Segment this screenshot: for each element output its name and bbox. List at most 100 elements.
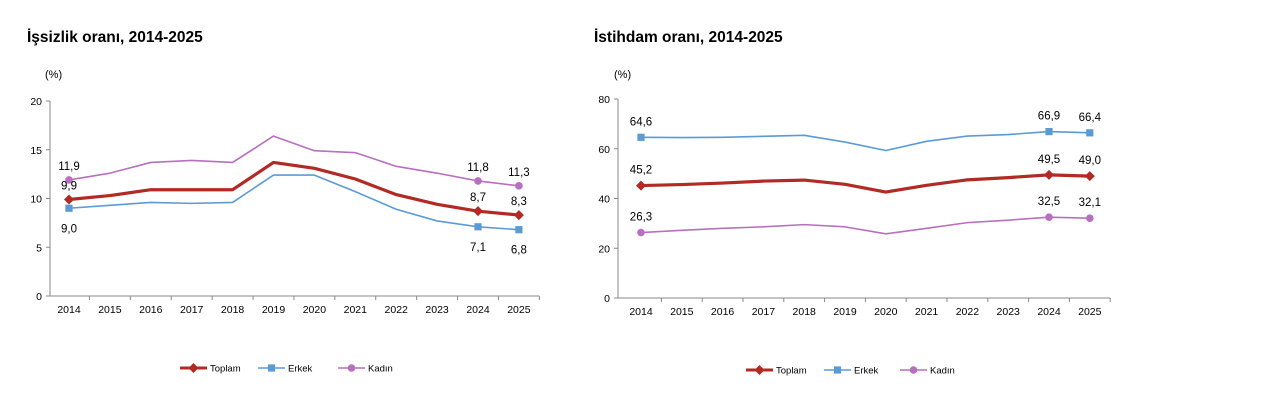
chart-1: (%) 0 20 40 60 80 2014 2015 2016 2017 2018 2019 2020… bbox=[598, 69, 1111, 377]
data-label: 45,2 bbox=[630, 165, 652, 177]
x-tick-label: 2022 bbox=[385, 304, 409, 316]
legend-marker bbox=[267, 364, 276, 372]
x-tick-label: 2020 bbox=[303, 304, 327, 316]
data-point-marker bbox=[1045, 213, 1053, 221]
data-label: 26,3 bbox=[630, 212, 652, 224]
x-tick-label: 2019 bbox=[262, 304, 286, 316]
data-label: 66,9 bbox=[1038, 111, 1060, 123]
data-point-marker bbox=[1084, 171, 1095, 182]
series-line-toplam bbox=[640, 173, 1090, 194]
y-tick-label: 15 bbox=[30, 145, 42, 157]
series-line-kadın bbox=[640, 216, 1090, 235]
data-point-marker bbox=[637, 133, 645, 141]
legend-marker bbox=[909, 366, 918, 374]
legend-marker bbox=[833, 366, 842, 374]
data-point-marker bbox=[64, 194, 74, 205]
data-point-marker bbox=[1045, 127, 1053, 136]
series-line-kadın bbox=[68, 135, 519, 187]
legend-item-erkek: Erkek bbox=[258, 364, 313, 375]
data-label: 8,3 bbox=[511, 196, 527, 208]
x-tick-label: 2025 bbox=[1078, 306, 1102, 318]
legend-item-kadın: Kadın bbox=[338, 364, 393, 375]
y-tick-label: 80 bbox=[598, 94, 610, 106]
y-unit-label: (%) bbox=[614, 69, 631, 81]
x-tick-label: 2014 bbox=[57, 304, 81, 316]
x-tick-label: 2017 bbox=[752, 306, 776, 318]
x-tick-label: 2017 bbox=[180, 304, 204, 316]
data-point-marker bbox=[1086, 214, 1094, 222]
y-unit-label: (%) bbox=[45, 69, 62, 81]
data-label: 49,0 bbox=[1079, 155, 1101, 167]
x-tick-label: 2016 bbox=[139, 304, 163, 316]
data-point-marker bbox=[513, 210, 524, 221]
y-tick-label: 5 bbox=[36, 242, 42, 254]
x-tick-label: 2021 bbox=[344, 304, 368, 316]
legend-marker bbox=[347, 364, 356, 372]
legend-marker bbox=[754, 365, 765, 375]
y-tick-label: 0 bbox=[604, 293, 610, 305]
x-tick-label: 2019 bbox=[833, 306, 857, 318]
y-tick-label: 0 bbox=[36, 291, 42, 303]
data-label: 64,6 bbox=[630, 116, 652, 128]
data-label: 11,9 bbox=[58, 161, 80, 173]
series-line-toplam bbox=[68, 160, 520, 217]
x-tick-label: 2022 bbox=[956, 306, 980, 318]
data-label: 9,9 bbox=[61, 180, 77, 192]
data-point-marker bbox=[65, 204, 73, 212]
data-label: 6,8 bbox=[511, 245, 527, 257]
legend-item-erkek: Erkek bbox=[824, 366, 879, 377]
x-tick-label: 2025 bbox=[507, 304, 531, 316]
x-tick-label: 2018 bbox=[793, 306, 817, 318]
data-point-marker bbox=[1086, 129, 1094, 137]
chart-0: (%) 0 5 10 15 20 2014 2015 2016 2017 2018 2019 2020 2… bbox=[30, 69, 540, 375]
data-point-marker bbox=[515, 182, 523, 190]
legend-label: Toplam bbox=[210, 364, 241, 375]
y-tick-label: 10 bbox=[30, 194, 42, 206]
x-tick-label: 2023 bbox=[997, 306, 1021, 318]
x-tick-label: 2018 bbox=[221, 304, 245, 316]
data-point-marker bbox=[515, 226, 523, 234]
x-tick-label: 2023 bbox=[425, 304, 449, 316]
x-tick-label: 2024 bbox=[1037, 306, 1061, 318]
legend-label: Erkek bbox=[854, 366, 879, 377]
data-point-marker bbox=[636, 180, 646, 191]
y-tick-label: 60 bbox=[598, 144, 610, 156]
data-point-marker bbox=[474, 177, 482, 185]
legend-label: Kadın bbox=[930, 366, 955, 377]
y-tick-label: 40 bbox=[598, 194, 610, 206]
data-point-marker bbox=[1044, 169, 1054, 180]
x-tick-label: 2021 bbox=[915, 306, 939, 318]
x-tick-label: 2020 bbox=[874, 306, 898, 318]
data-label: 49,5 bbox=[1038, 154, 1060, 166]
y-tick-label: 20 bbox=[30, 96, 42, 108]
x-tick-label: 2016 bbox=[711, 306, 735, 318]
chart-title-employment: İstihdam oranı, 2014-2025 bbox=[594, 29, 783, 46]
data-label: 7,1 bbox=[470, 242, 486, 254]
data-label: 32,1 bbox=[1079, 197, 1101, 209]
data-label: 32,5 bbox=[1038, 196, 1060, 208]
data-label: 66,4 bbox=[1079, 112, 1102, 124]
data-point-marker bbox=[65, 176, 73, 184]
data-point-marker bbox=[637, 228, 645, 237]
data-label: 11,8 bbox=[467, 162, 489, 174]
legend-marker bbox=[188, 363, 199, 373]
chart-title-unemployment: İşsizlik oranı, 2014-2025 bbox=[27, 29, 203, 46]
legend-label: Toplam bbox=[776, 366, 807, 377]
legend-label: Erkek bbox=[288, 364, 313, 375]
legend-item-toplam: Toplam bbox=[746, 365, 807, 377]
data-label: 8,7 bbox=[470, 192, 486, 204]
data-label: 9,0 bbox=[61, 223, 77, 235]
x-tick-label: 2015 bbox=[670, 306, 694, 318]
series-line-erkek bbox=[640, 130, 1090, 152]
data-point-marker bbox=[474, 223, 482, 231]
y-tick-label: 20 bbox=[598, 243, 610, 255]
data-label: 11,3 bbox=[508, 167, 530, 179]
x-tick-label: 2024 bbox=[466, 304, 490, 316]
legend-item-toplam: Toplam bbox=[180, 363, 241, 375]
x-tick-label: 2014 bbox=[629, 306, 653, 318]
x-tick-label: 2015 bbox=[98, 304, 122, 316]
legend-label: Kadın bbox=[368, 364, 393, 375]
series-line-erkek bbox=[68, 174, 519, 231]
data-point-marker bbox=[473, 206, 483, 217]
